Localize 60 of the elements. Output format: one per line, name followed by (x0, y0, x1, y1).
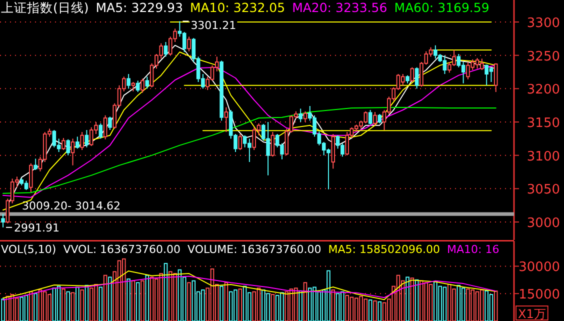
candlestick (62, 138, 66, 150)
candlestick (410, 66, 414, 82)
line-series (2, 270, 496, 300)
candlestick (378, 114, 382, 124)
text: MA10: 3232.05 (190, 0, 286, 15)
text: MA5: 3229.93 (96, 0, 183, 15)
chart-title: 上证指数(日线) (1, 0, 89, 15)
band-label: 3009.20- 3014.62 (22, 199, 120, 212)
text: MA10: 16 (446, 243, 500, 256)
annotation: VVOL: 163673760.00 (63, 243, 181, 256)
candlestick (131, 82, 136, 92)
candlestick (108, 116, 112, 130)
annotation: VOLUME: 163673760.00 (188, 243, 322, 256)
candlestick (34, 158, 38, 170)
line-series (2, 106, 496, 194)
y-tick-label: 3150 (526, 116, 560, 131)
candlestick (136, 80, 140, 92)
y-tick-label: 3200 (526, 82, 560, 98)
text: MA5: 158502096.00 (328, 243, 440, 256)
candlestick (164, 42, 168, 58)
candlestick (66, 138, 70, 156)
annotation: 2991.91 (14, 221, 60, 234)
candlestick (103, 114, 108, 140)
candlestick (84, 130, 89, 148)
candlestick (1, 214, 5, 228)
candlestick (145, 76, 150, 90)
y-axis-title: X1万 (518, 307, 546, 321)
y-tick-label: 3250 (526, 49, 560, 64)
candlestick (29, 162, 33, 192)
candlestick (224, 106, 228, 132)
y-tick-label: 3300 (526, 16, 560, 31)
candlestick (140, 78, 144, 94)
text: MA20: 3233.56 (292, 0, 388, 15)
candlestick (303, 110, 308, 122)
candlestick (238, 134, 242, 150)
candlestick (80, 132, 84, 150)
candlestick (414, 66, 419, 90)
candlestick (400, 74, 405, 86)
candlestick (187, 36, 191, 52)
bar (494, 290, 498, 321)
candlestick (70, 138, 75, 166)
candlestick (52, 130, 56, 148)
y-tick-label: 3050 (526, 182, 560, 198)
candlestick (126, 74, 130, 90)
candlestick (76, 136, 80, 150)
y-tick-label: 3100 (526, 149, 560, 164)
chart-title: VOL(5,10) (1, 243, 56, 256)
candlestick (368, 110, 372, 126)
candlestick (494, 62, 498, 92)
candlestick (298, 108, 302, 122)
y-tick-label: 30000 (518, 260, 560, 276)
line-series (2, 276, 496, 300)
y-tick-label: 15000 (518, 288, 560, 303)
candlestick (373, 112, 377, 126)
y-tick-label: 3000 (526, 216, 560, 231)
candlestick (98, 122, 103, 140)
annotation: 3301.21 (190, 19, 236, 32)
candlestick (270, 132, 275, 158)
candlestick (182, 32, 186, 52)
text: MA60: 3169.59 (394, 0, 490, 15)
